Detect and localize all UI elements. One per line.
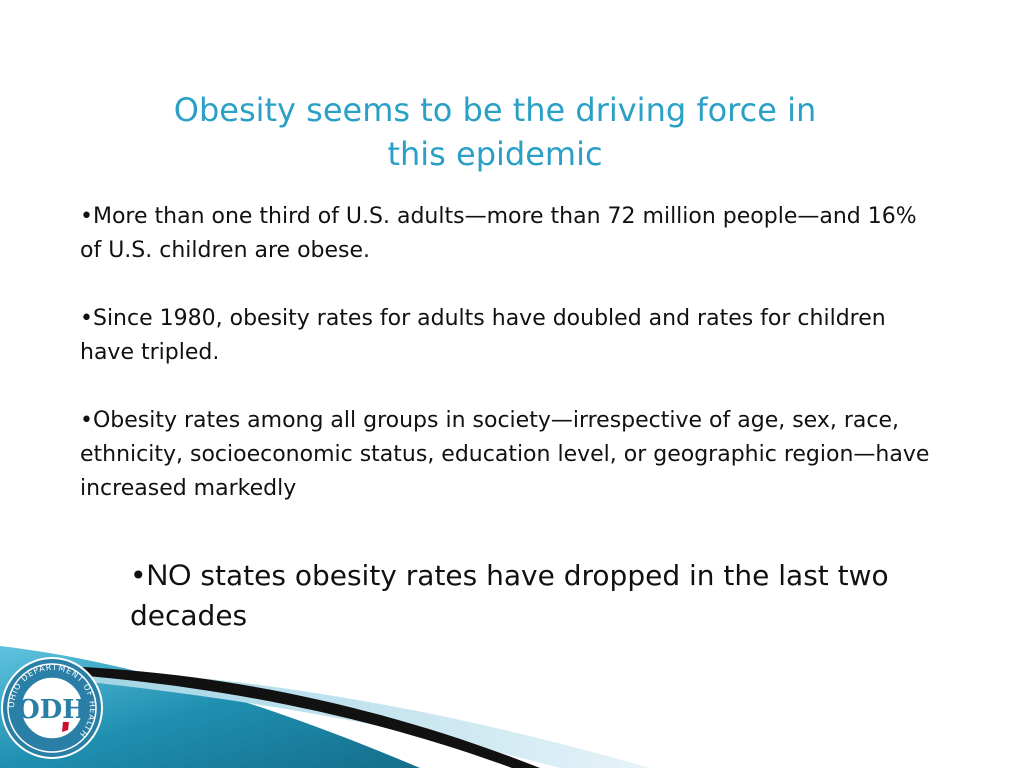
bullet-list: •More than one third of U.S. adults—more…: [80, 200, 940, 506]
wave-light: [60, 668, 650, 768]
bullet-item: •Obesity rates among all groups in socie…: [80, 404, 940, 506]
bullet-marker: •: [80, 408, 93, 433]
callout-bullet: •NO states obesity rates have dropped in…: [130, 556, 890, 636]
wave-dark: [60, 666, 540, 768]
bullet-item: •More than one third of U.S. adults—more…: [80, 200, 940, 268]
callout-marker: •: [130, 559, 147, 592]
title-line-2: this epidemic: [387, 135, 603, 173]
callout-text: states obesity rates have dropped in the…: [130, 559, 889, 632]
svg-text:ODH: ODH: [17, 695, 87, 725]
odh-seal-logo: OHIO DEPARTMENT OF HEALTH ODH: [1, 657, 103, 759]
bullet-text: More than one third of U.S. adults—more …: [80, 204, 917, 263]
bullet-item: •Since 1980, obesity rates for adults ha…: [80, 302, 940, 370]
callout-emphasis: NO: [146, 559, 192, 592]
slide-title: Obesity seems to be the driving force in…: [80, 88, 910, 176]
title-line-1: Obesity seems to be the driving force in: [173, 91, 817, 129]
bullet-marker: •: [80, 306, 93, 331]
bullet-text: Since 1980, obesity rates for adults hav…: [80, 306, 886, 365]
bullet-marker: •: [80, 204, 93, 229]
bullet-text: Obesity rates among all groups in societ…: [80, 408, 930, 501]
